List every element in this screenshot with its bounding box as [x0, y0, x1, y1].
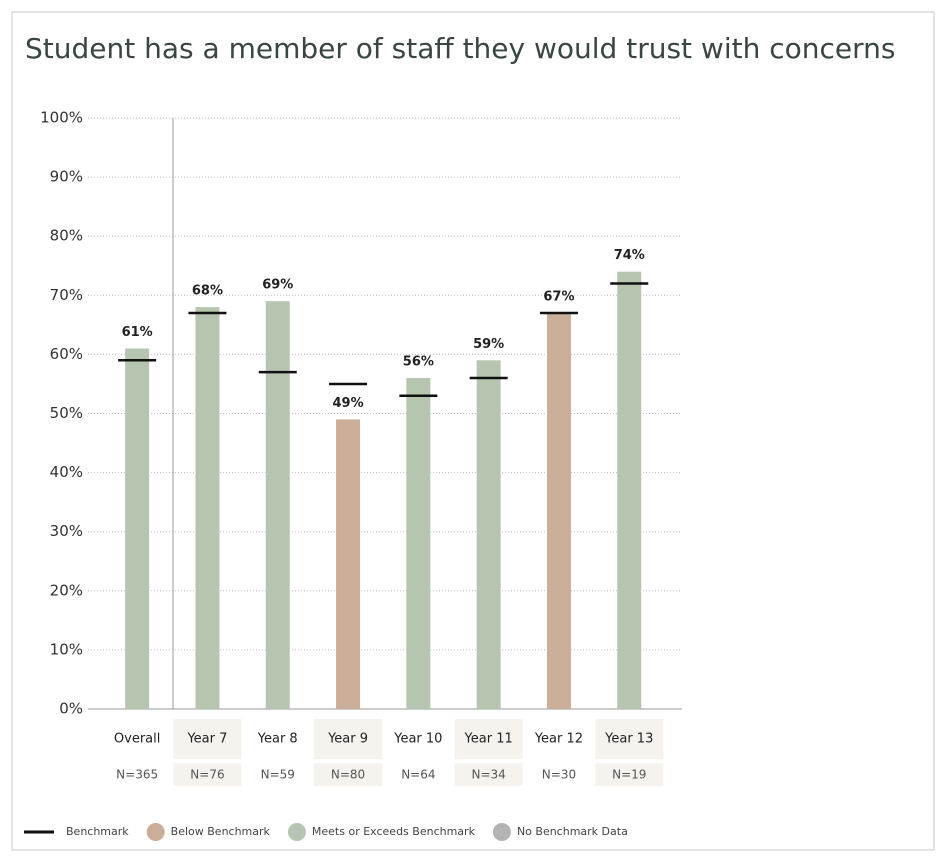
- sample-size: N=59: [261, 768, 295, 782]
- category-cell: [173, 719, 242, 759]
- bar: [617, 271, 642, 709]
- sample-size: N=80: [331, 768, 365, 782]
- legend-label: Benchmark: [66, 825, 129, 838]
- legend-swatch: [287, 823, 306, 841]
- x-tick-label: Overall: [114, 732, 160, 747]
- legend-label: Meets or Exceeds Benchmark: [312, 825, 476, 838]
- y-tick-label: 90%: [50, 168, 83, 186]
- y-tick-label: 50%: [50, 404, 83, 422]
- bar: [125, 348, 150, 709]
- sample-cell: [173, 763, 242, 786]
- value-label: 74%: [614, 248, 645, 263]
- sample-size: N=365: [116, 768, 158, 782]
- category-cell: [314, 719, 383, 759]
- bar: [406, 378, 431, 709]
- y-tick-label: 20%: [50, 581, 83, 599]
- y-tick-label: 10%: [50, 640, 83, 658]
- y-tick-label: 0%: [59, 700, 83, 718]
- x-tick-label: Year 10: [393, 732, 442, 747]
- y-tick-label: 30%: [50, 522, 83, 540]
- chart-title: Student has a member of staff they would…: [25, 32, 895, 65]
- sample-cell: [454, 763, 523, 786]
- x-tick-label: Year 13: [604, 732, 653, 747]
- category-cell: [595, 719, 664, 759]
- sample-size: N=19: [612, 768, 646, 782]
- y-tick-label: 80%: [50, 227, 83, 245]
- x-tick-label: Year 7: [186, 732, 227, 747]
- sample-size: N=76: [190, 768, 224, 782]
- sample-cell: [595, 763, 664, 786]
- legend-label: No Benchmark Data: [517, 825, 628, 838]
- sample-size: N=30: [542, 768, 576, 782]
- y-tick-label: 60%: [50, 345, 83, 363]
- y-tick-label: 100%: [40, 109, 83, 127]
- value-label: 68%: [192, 284, 223, 299]
- value-label: 59%: [473, 337, 504, 352]
- category-cell: [454, 719, 523, 759]
- x-tick-label: Year 11: [464, 732, 513, 747]
- bar: [546, 313, 571, 709]
- y-tick-label: 40%: [50, 463, 83, 481]
- value-label: 49%: [332, 396, 363, 411]
- sample-size: N=64: [401, 768, 435, 782]
- x-tick-label: Year 9: [327, 732, 368, 747]
- legend-swatch: [146, 823, 165, 841]
- sample-cell: [314, 763, 383, 786]
- card: [11, 11, 935, 851]
- value-label: 69%: [262, 278, 293, 293]
- value-label: 67%: [543, 290, 574, 305]
- sample-size: N=34: [471, 768, 505, 782]
- value-label: 61%: [122, 325, 153, 340]
- x-tick-label: Year 12: [534, 732, 583, 747]
- value-label: 56%: [403, 355, 434, 370]
- legend-swatch: [492, 823, 511, 841]
- bar: [195, 307, 220, 709]
- x-tick-label: Year 8: [257, 732, 298, 747]
- bar: [476, 360, 501, 709]
- bar: [265, 301, 290, 709]
- legend-label: Below Benchmark: [171, 825, 271, 838]
- bar: [336, 419, 361, 709]
- y-tick-label: 70%: [50, 286, 83, 304]
